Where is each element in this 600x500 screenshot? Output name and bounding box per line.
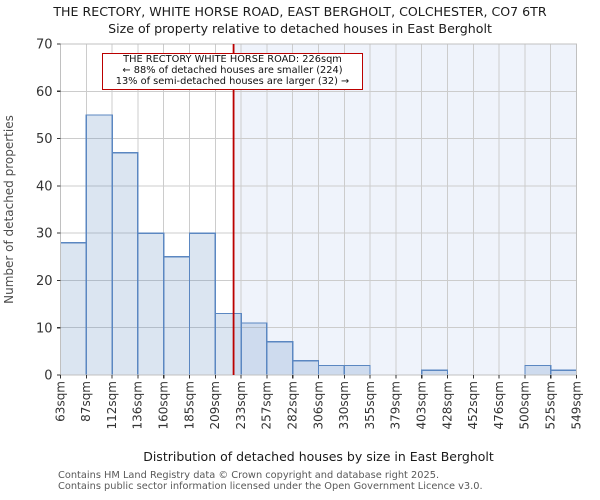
y-tick-labels: 0 10 20 30 40 50 60 70 bbox=[36, 38, 53, 384]
larger-region-shading bbox=[233, 44, 577, 375]
title-block: THE RECTORY, WHITE HORSE ROAD, EAST BERG… bbox=[0, 3, 600, 37]
x-tick-label: 282sqm bbox=[286, 381, 300, 429]
x-tick-label: 525sqm bbox=[544, 381, 558, 429]
histogram-bar bbox=[292, 360, 320, 376]
histogram-bars bbox=[59, 114, 578, 376]
x-tick-label: 306sqm bbox=[311, 381, 325, 429]
histogram-bar bbox=[111, 152, 139, 376]
x-tick-label: 87sqm bbox=[79, 381, 93, 422]
x-axis-label: Distribution of detached houses by size … bbox=[143, 449, 494, 464]
annotation-line-3: 13% of semi-detached houses are larger (… bbox=[115, 75, 350, 87]
histogram-bar bbox=[343, 364, 371, 376]
footer-line-1: Contains HM Land Registry data © Crown c… bbox=[58, 470, 440, 481]
x-tick-label: 257sqm bbox=[260, 381, 274, 429]
annotation-line-2: ← 88% of detached houses are smaller (22… bbox=[122, 64, 343, 76]
x-tick-label: 428sqm bbox=[440, 381, 454, 429]
x-tick-label: 209sqm bbox=[208, 381, 222, 429]
x-tick-label: 112sqm bbox=[105, 381, 119, 429]
annotation-box: THE RECTORY WHITE HORSE ROAD: 226sqm ← 8… bbox=[102, 53, 363, 91]
histogram-bar bbox=[163, 256, 191, 376]
x-tick-label: 185sqm bbox=[182, 381, 196, 429]
y-tick-label: 20 bbox=[36, 274, 53, 289]
x-tick-label: 549sqm bbox=[569, 381, 583, 429]
y-tick-label: 0 bbox=[44, 369, 52, 384]
annotation-line-1: THE RECTORY WHITE HORSE ROAD: 226sqm bbox=[123, 54, 342, 65]
x-tick-label: 500sqm bbox=[518, 381, 532, 429]
histogram-bar bbox=[137, 232, 165, 376]
x-tick-label: 233sqm bbox=[234, 381, 248, 429]
y-axis-label: Number of detached properties bbox=[2, 115, 16, 304]
histogram-bar bbox=[59, 241, 87, 376]
y-tick-label: 50 bbox=[36, 132, 53, 147]
y-tick-label: 60 bbox=[36, 85, 53, 100]
histogram-bar bbox=[550, 369, 578, 376]
footer: Contains HM Land Registry data © Crown c… bbox=[58, 470, 483, 492]
x-tick-labels: 63sqm 87sqm 112sqm 136sqm 160sqm 185sqm 209sqm… bbox=[53, 381, 583, 429]
histogram-bar bbox=[524, 364, 552, 376]
chart-subtitle: Size of property relative to detached ho… bbox=[108, 21, 492, 36]
x-tick-label: 476sqm bbox=[492, 381, 506, 429]
histogram-bar bbox=[188, 232, 216, 376]
histogram-bar bbox=[317, 364, 345, 376]
histogram-bar bbox=[266, 341, 294, 376]
x-tick-label: 160sqm bbox=[157, 381, 171, 429]
x-tick-label: 452sqm bbox=[466, 381, 480, 429]
x-tick-label: 136sqm bbox=[131, 381, 145, 429]
y-tick-label: 10 bbox=[36, 321, 53, 336]
tick-marks bbox=[57, 43, 578, 379]
x-tick-label: 63sqm bbox=[53, 381, 67, 422]
x-tick-label: 403sqm bbox=[415, 381, 429, 429]
y-tick-label: 70 bbox=[36, 38, 53, 53]
histogram-bar bbox=[214, 312, 242, 376]
x-tick-label: 330sqm bbox=[337, 381, 351, 429]
chart-title: THE RECTORY, WHITE HORSE ROAD, EAST BERG… bbox=[53, 4, 547, 19]
x-tick-label: 355sqm bbox=[363, 381, 377, 429]
histogram-bar bbox=[85, 114, 113, 376]
x-tick-label: 379sqm bbox=[389, 381, 403, 429]
histogram-bar bbox=[421, 369, 449, 376]
footer-line-2: Contains public sector information licen… bbox=[58, 480, 483, 492]
y-tick-label: 30 bbox=[36, 227, 53, 242]
histogram-bar bbox=[240, 322, 268, 376]
y-tick-label: 40 bbox=[36, 179, 53, 194]
